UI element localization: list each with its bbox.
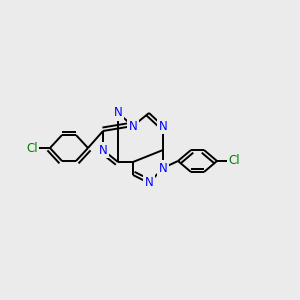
Text: N: N <box>159 161 167 175</box>
Text: N: N <box>145 176 153 190</box>
Text: N: N <box>99 143 107 157</box>
Text: Cl: Cl <box>228 154 240 167</box>
Text: N: N <box>129 119 137 133</box>
Text: N: N <box>159 119 167 133</box>
Text: Cl: Cl <box>26 142 38 154</box>
Text: N: N <box>114 106 122 119</box>
